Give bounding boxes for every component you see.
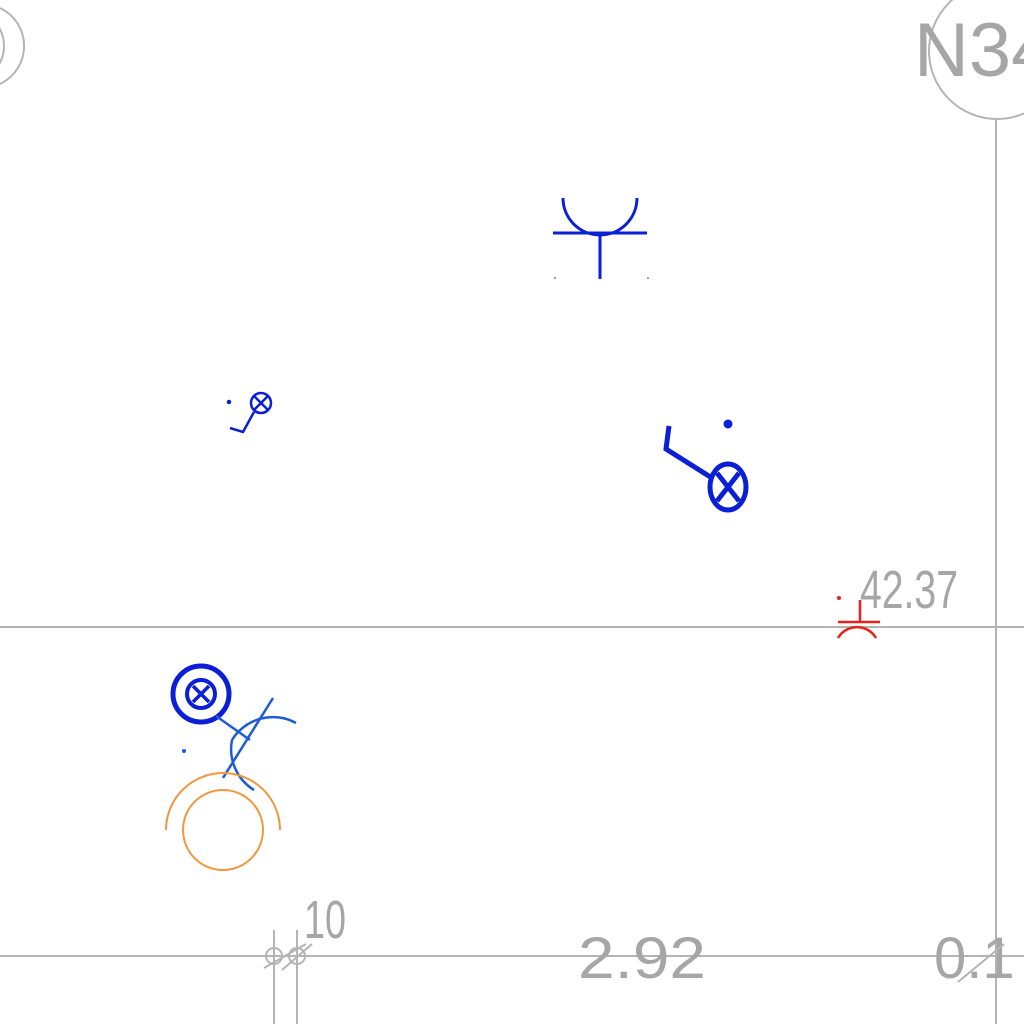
grid-bubble: N34: [914, 0, 1024, 120]
dimension-label-edge: 0.1: [934, 926, 1015, 991]
grid-bubble-circle: [928, 0, 1024, 120]
branch-symbol: [181, 697, 297, 792]
grid-bubble-label: N34: [914, 8, 1024, 93]
fixture-symbol-fork: [553, 197, 647, 279]
elevation-marker: [836, 595, 880, 639]
orange-circle-symbol: [165, 772, 281, 871]
valve-symbol-large: [663, 419, 749, 513]
dimension-label-small: 10: [304, 890, 346, 950]
elevation-label: 42.37: [860, 560, 958, 620]
fork-mark-right: [647, 277, 649, 279]
valve-symbol-small: [226, 391, 273, 434]
grid-bubble-partial-left: [0, 27, 5, 65]
valve-symbol-double: [170, 663, 232, 725]
dimension-ticks: [263, 943, 1005, 983]
grid-bubble-partial-left-edge: [0, 7, 26, 85]
fork-mark-left: [554, 277, 556, 279]
dimension-label-main: 2.92: [578, 926, 706, 991]
